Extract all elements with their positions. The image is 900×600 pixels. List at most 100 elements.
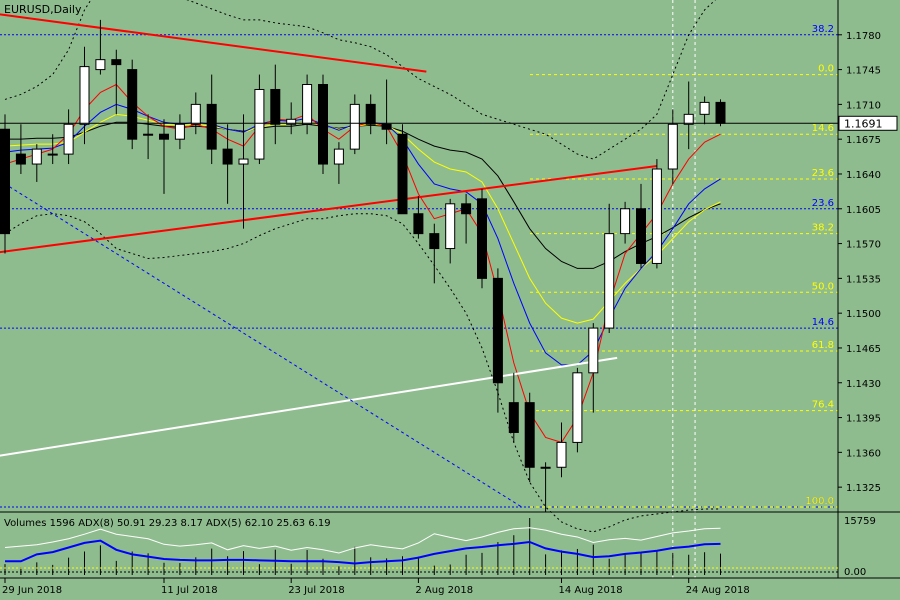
candle-body — [524, 402, 535, 468]
candle — [286, 102, 297, 135]
candle-body — [318, 84, 328, 165]
candle-body — [238, 158, 249, 165]
date-tick-label: 11 Jul 2018 — [161, 585, 218, 596]
candle — [0, 114, 10, 254]
date-tick-label: 23 Jul 2018 — [288, 585, 345, 596]
candle — [477, 188, 487, 289]
vertical-markers — [672, 0, 696, 578]
fib-label: 100.0 — [805, 496, 834, 507]
price-tick-label: 1.1500 — [846, 309, 881, 320]
price-tick-label: 1.1605 — [846, 205, 881, 216]
level-label: 14.6 — [812, 317, 834, 328]
price-tick-label: 1.1675 — [846, 135, 881, 146]
candle-body — [365, 103, 376, 125]
candle-body — [349, 103, 360, 150]
candle — [381, 79, 392, 145]
level-label: 38.2 — [812, 24, 834, 35]
candle — [651, 159, 662, 269]
candle-body — [508, 402, 519, 433]
candle — [413, 195, 424, 239]
candle-body — [270, 88, 281, 125]
bollinger-bands — [4, 0, 721, 533]
candle — [302, 74, 313, 135]
horizontal-levels: 38.2 23.6 14.6 100.0 — [0, 24, 838, 508]
candle — [111, 49, 122, 115]
fib-label: 76.4 — [812, 400, 834, 411]
chart-title: EURUSD,Daily — [4, 3, 82, 16]
price-tick-label: 1.1395 — [846, 414, 881, 425]
candle-body — [477, 198, 487, 279]
candle-body — [588, 327, 599, 374]
date-tick-label: 29 Jun 2018 — [2, 585, 62, 596]
candle — [524, 392, 535, 483]
candle-body — [381, 123, 392, 130]
candle — [174, 114, 185, 150]
candle-body — [333, 148, 344, 165]
candle — [445, 198, 456, 264]
price-line: 1.1691 — [0, 115, 898, 131]
candle-body — [0, 128, 10, 235]
bollinger-lower — [4, 213, 721, 533]
candle — [667, 109, 678, 184]
candle — [556, 422, 567, 478]
level-label: 23.6 — [812, 198, 834, 209]
candle-body — [286, 118, 297, 125]
candle-body — [127, 69, 138, 140]
level-label: 100.0 — [805, 496, 834, 507]
candle — [222, 124, 233, 204]
date-tick-label: 2 Aug 2018 — [415, 585, 473, 596]
trendline — [0, 13, 427, 73]
fib-label: 23.6 — [812, 168, 834, 179]
candle — [429, 223, 440, 284]
candle — [572, 367, 583, 453]
price-tick-label: 1.1570 — [846, 240, 881, 251]
date-tick-label: 24 Aug 2018 — [686, 585, 750, 596]
candle — [143, 114, 154, 160]
candle-body — [190, 103, 201, 125]
candle — [620, 201, 631, 244]
candle-body — [397, 133, 408, 215]
candle — [318, 74, 328, 174]
adx-blue-line — [5, 539, 721, 565]
ma-yellow — [4, 113, 721, 324]
candle — [349, 94, 360, 155]
candle-body — [79, 66, 90, 125]
candle-body — [683, 113, 694, 125]
candle — [683, 81, 694, 150]
candle-body — [651, 168, 662, 264]
candle — [492, 268, 503, 413]
candle — [508, 372, 519, 443]
candle — [397, 124, 408, 215]
candle — [95, 19, 106, 75]
candle — [365, 94, 376, 135]
candle-body — [461, 203, 472, 215]
candle — [699, 96, 710, 125]
candle-body — [31, 148, 42, 165]
candle — [270, 64, 281, 145]
candle-body — [63, 123, 74, 155]
price-tick-label: 1.1745 — [846, 66, 881, 77]
candle-body — [604, 233, 615, 329]
candle-body — [540, 466, 551, 469]
candles — [0, 19, 726, 512]
candle — [238, 114, 249, 229]
adx-white-line — [4, 527, 721, 554]
candle — [206, 74, 217, 165]
price-tick-label: 1.1640 — [846, 170, 881, 181]
candle — [63, 109, 74, 165]
candle — [540, 462, 551, 512]
volume-panel: 15759 0.00 — [0, 516, 876, 578]
candle-body — [95, 59, 106, 71]
trendline — [0, 356, 618, 457]
candle-body — [445, 203, 456, 250]
ma-red — [4, 83, 721, 443]
candle — [15, 124, 26, 174]
trendlines — [0, 13, 658, 508]
candle-body — [47, 153, 58, 156]
candle-body — [111, 59, 122, 66]
current-price-tag — [838, 115, 898, 131]
price-tick-label: 1.1710 — [846, 100, 881, 111]
